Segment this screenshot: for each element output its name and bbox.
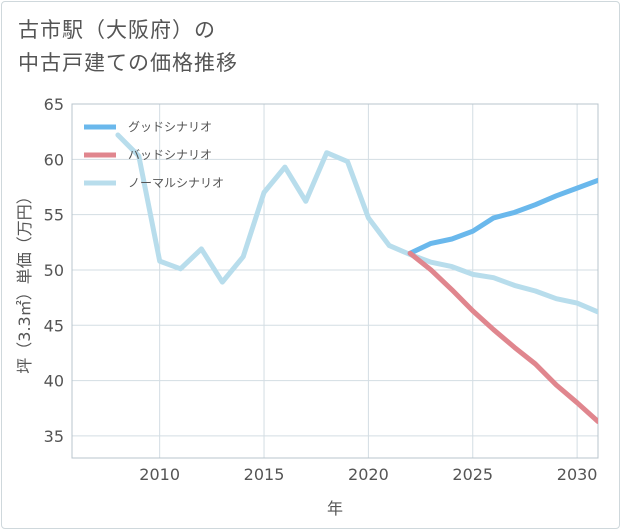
- chart-title-line-2: 中古戸建ての価格推移: [18, 51, 238, 75]
- chart-title: 古市駅（大阪府）の 中古戸建ての価格推移: [18, 14, 238, 80]
- y-tick-label: 55: [44, 206, 64, 225]
- y-tick-label: 65: [44, 95, 64, 114]
- x-axis-title: 年: [327, 499, 343, 518]
- y-axis-title: 坪（3.3㎡）単価（万円）: [15, 188, 34, 373]
- x-tick-label: 2015: [244, 465, 285, 484]
- x-tick-label: 2010: [139, 465, 180, 484]
- legend-item-normal[interactable]: ノーマルシナリオ: [84, 176, 224, 190]
- y-tick-label: 50: [44, 261, 64, 280]
- plot-area-border: [71, 103, 599, 459]
- x-tick-label: 2030: [557, 465, 598, 484]
- axis-tick-labels: 35 40 45 50 55 60 65 2010 2015 2020 2025 2030: [44, 95, 598, 484]
- x-tick-label: 2020: [348, 465, 389, 484]
- normal-scenario-line: [115, 132, 598, 315]
- x-tick-label: 2025: [452, 465, 493, 484]
- y-tick-label: 45: [44, 316, 64, 335]
- bad-scenario-line: [407, 250, 598, 424]
- legend-label: グッドシナリオ: [128, 120, 212, 134]
- legend-item-bad[interactable]: バッドシナリオ: [84, 148, 212, 162]
- legend-label: バッドシナリオ: [128, 148, 212, 162]
- y-tick-label: 40: [44, 372, 64, 391]
- series-lines: [115, 132, 598, 424]
- good-scenario-line: [407, 177, 598, 256]
- y-tick-label: 35: [44, 427, 64, 446]
- legend-item-good[interactable]: グッドシナリオ: [84, 120, 212, 134]
- y-tick-label: 60: [44, 150, 64, 169]
- legend-label: ノーマルシナリオ: [128, 176, 224, 190]
- chart-title-line-1: 古市駅（大阪府）の: [18, 18, 216, 42]
